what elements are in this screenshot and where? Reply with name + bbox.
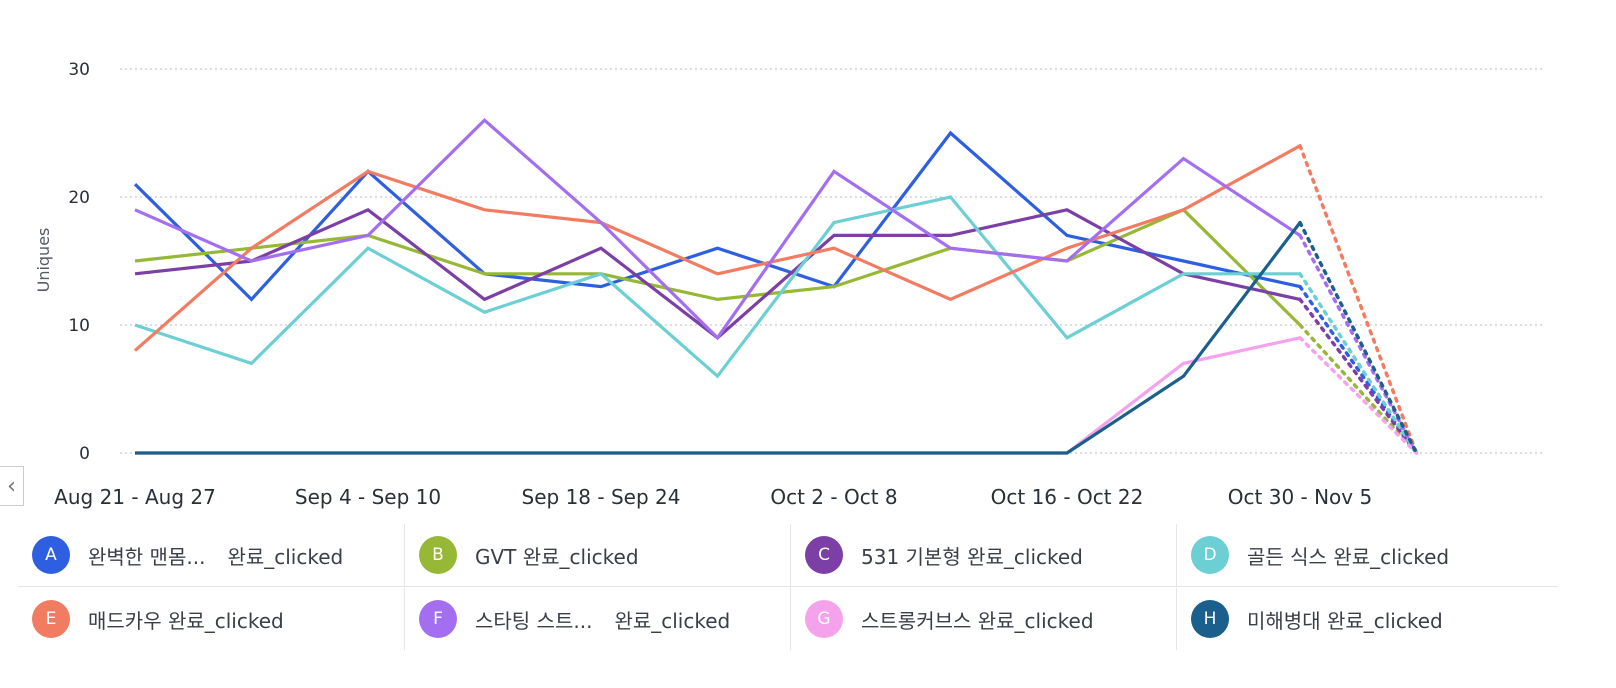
series-incomplete-segment [1298, 297, 1419, 455]
x-tick-label: Sep 4 - Sep 10 [295, 485, 441, 509]
x-tick-label: Sep 18 - Sep 24 [522, 485, 681, 509]
series-d [134, 195, 1419, 455]
legend-item-h[interactable]: H 미해병대 완료_clicked [1176, 588, 1558, 650]
series-line [135, 336, 1301, 455]
series-incomplete-segment [1298, 220, 1419, 455]
legend-row: E 매드카우 완료_clicked F 스타팅 스트... 완료_clicked… [18, 588, 1558, 650]
y-tick-label: 10 [68, 316, 90, 336]
legend-event-name: 완료_clicked [614, 608, 731, 633]
legend-series-name: 매드카우 완료_clicked [88, 608, 284, 633]
series-line [134, 118, 1301, 341]
legend-event-name: 완료_clicked [227, 544, 344, 569]
series-c [134, 207, 1419, 455]
legend-badge: H [1191, 600, 1229, 638]
series-h [135, 220, 1419, 455]
legend-series-name: 골든 식스 완료_clicked [1247, 544, 1450, 569]
legend-series-name: 531 기본형 완료_clicked [861, 544, 1083, 569]
legend-badge: C [805, 536, 843, 574]
series-g [135, 336, 1419, 455]
series-lines [133, 118, 1419, 455]
chevron-left-icon: ‹ [7, 473, 16, 499]
series-b [134, 207, 1419, 455]
y-axis: 0 10 20 30 [68, 60, 90, 464]
legend-item-g[interactable]: G 스트롱커브스 완료_clicked [790, 588, 1176, 650]
legend-item-a[interactable]: A 완벽한 맨몸... 완료_clicked [18, 524, 404, 586]
legend-series-name: GVT 완료_clicked [475, 544, 639, 569]
series-line [134, 207, 1302, 327]
x-tick-label: Oct 30 - Nov 5 [1228, 485, 1372, 509]
series-line [134, 195, 1300, 379]
legend-badge: D [1191, 536, 1229, 574]
y-tick-label: 0 [79, 444, 90, 464]
y-tick-label: 30 [68, 60, 90, 80]
legend-badge: A [32, 536, 70, 574]
legend-series-name: 완벽한 맨몸... [88, 544, 206, 569]
series-e [133, 144, 1419, 455]
legend-item-d[interactable]: D 골든 식스 완료_clicked [1176, 524, 1558, 586]
y-axis-label: Uniques [34, 228, 53, 293]
series-line [133, 144, 1301, 352]
back-button[interactable]: ‹ [0, 466, 24, 506]
legend-row: A 완벽한 맨몸... 완료_clicked B GVT 완료_clicked … [18, 524, 1558, 587]
series-incomplete-segment [1298, 272, 1419, 455]
x-tick-label: Oct 2 - Oct 8 [770, 485, 897, 509]
x-axis: Aug 21 - Aug 27 Sep 4 - Sep 10 Sep 18 - Se… [54, 485, 1372, 509]
x-tick-label: Oct 16 - Oct 22 [991, 485, 1144, 509]
legend-badge: B [419, 536, 457, 574]
y-tick-label: 20 [68, 188, 90, 208]
x-tick-label: Aug 21 - Aug 27 [54, 485, 216, 509]
series-incomplete-segment [1298, 336, 1419, 455]
legend-badge: E [32, 600, 70, 638]
legend-series-name: 스트롱커브스 완료_clicked [861, 608, 1094, 633]
legend-item-f[interactable]: F 스타팅 스트... 완료_clicked [404, 588, 790, 650]
series-line [135, 221, 1302, 455]
series-incomplete-segment [1298, 144, 1419, 455]
legend: A 완벽한 맨몸... 완료_clicked B GVT 완료_clicked … [18, 524, 1558, 654]
legend-item-e[interactable]: E 매드카우 완료_clicked [18, 588, 404, 650]
legend-item-b[interactable]: B GVT 완료_clicked [404, 524, 790, 586]
legend-series-name: 스타팅 스트... [475, 608, 593, 633]
line-chart: 0 10 20 30 Uniques Aug 21 - Aug 27 Sep 4 - S… [34, 60, 1545, 509]
legend-badge: G [805, 600, 843, 638]
legend-series-name: 미해병대 완료_clicked [1247, 608, 1443, 633]
legend-item-c[interactable]: C 531 기본형 완료_clicked [790, 524, 1176, 586]
gridlines [120, 68, 1545, 454]
legend-badge: F [419, 600, 457, 638]
